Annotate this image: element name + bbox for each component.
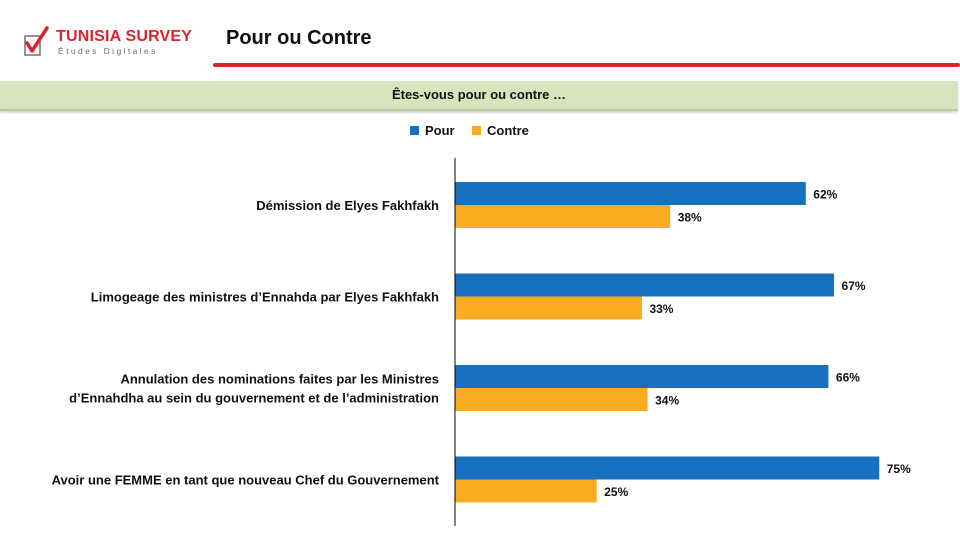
question-banner: Êtes-vous pour ou contre … <box>0 81 958 111</box>
title-underline <box>213 63 960 67</box>
category-label-4: Avoir une FEMME en tant que nouveau Chef… <box>52 473 440 488</box>
bar-contre-1 <box>455 205 671 228</box>
category-label-1: Démission de Elyes Fakhfakh <box>256 198 439 213</box>
brand-tagline: Études Digitales <box>58 46 158 56</box>
brand-logo: TUNISIA SURVEY Études Digitales <box>22 26 192 60</box>
bar-pour-1 <box>455 182 806 205</box>
data-label-contre-4: 25% <box>604 485 628 499</box>
brand-name: TUNISIA SURVEY <box>56 28 193 45</box>
bar-pour-2 <box>455 273 835 297</box>
legend-swatch-pour <box>410 126 419 135</box>
bar-contre-3 <box>455 388 648 411</box>
bar-contre-2 <box>455 296 642 320</box>
data-label-contre-2: 33% <box>649 302 673 316</box>
legend-label-contre: Contre <box>487 123 529 138</box>
legend-item-pour: Pour <box>410 123 455 138</box>
question-text: Êtes-vous pour ou contre … <box>391 87 567 102</box>
checkmark-logo-icon <box>24 26 49 56</box>
bar-contre-4 <box>455 479 597 503</box>
legend-label-pour: Pour <box>425 123 455 138</box>
legend-swatch-contre <box>472 126 481 135</box>
category-label-3-line-1: Annulation des nominations faites par le… <box>120 372 439 387</box>
bar-pour-4 <box>455 456 880 480</box>
data-label-pour-4: 75% <box>887 462 911 476</box>
data-label-pour-3: 66% <box>836 371 860 385</box>
legend-item-contre: Contre <box>472 123 529 138</box>
bar-pour-3 <box>455 365 829 388</box>
data-label-contre-3: 34% <box>655 394 679 408</box>
category-label-3-line-2: d’Ennahdha au sein du gouvernement et de… <box>69 391 439 406</box>
data-label-contre-1: 38% <box>678 211 702 225</box>
data-label-pour-2: 67% <box>842 279 866 293</box>
category-label-2: Limogeage des ministres d’Ennahda par El… <box>91 290 439 305</box>
page-title: Pour ou Contre <box>226 27 372 49</box>
data-label-pour-1: 62% <box>813 188 837 202</box>
